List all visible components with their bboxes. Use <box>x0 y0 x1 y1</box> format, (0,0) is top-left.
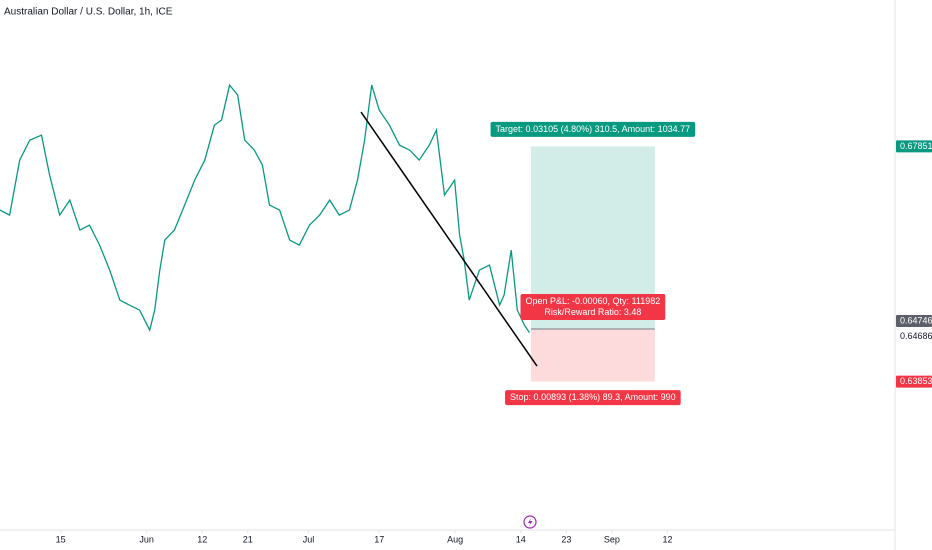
events-icon[interactable] <box>523 515 537 529</box>
price-label: 0.63853 <box>900 376 932 386</box>
x-tick-label: Aug <box>447 534 463 544</box>
pnl-label: Open P&L: -0.00060, Qty: 111982Risk/Rewa… <box>520 294 666 321</box>
x-tick-label: Jun <box>139 534 154 544</box>
x-tick-label: 15 <box>56 534 66 544</box>
x-tick-label: 21 <box>243 534 253 544</box>
events-bolt[interactable] <box>528 518 533 527</box>
price-label: 0.64686 <box>900 331 932 341</box>
loss-zone <box>530 329 655 382</box>
price-label-box <box>896 375 932 388</box>
trendline <box>360 111 538 367</box>
price-label-box <box>896 330 932 343</box>
x-tick-label: 17 <box>374 534 384 544</box>
price-label: 0.64746 <box>900 315 932 325</box>
target-label: Target: 0.03105 (4.80%) 310.5, Amount: 1… <box>490 121 696 137</box>
x-tick-label: 14 <box>516 534 526 544</box>
stop-label: Stop: 0.00893 (1.38%) 89.3, Amount: 990 <box>505 390 681 406</box>
stop-label-text: Stop: 0.00893 (1.38%) 89.3, Amount: 990 <box>510 392 676 402</box>
target-label-text: Target: 0.03105 (4.80%) 310.5, Amount: 1… <box>496 124 691 134</box>
stop-label-box <box>505 390 681 406</box>
x-tick-label: 12 <box>197 534 207 544</box>
x-tick-label: Jul <box>303 534 315 544</box>
pnl-label-text: Open P&L: -0.00060, Qty: 111982 <box>525 296 660 306</box>
target-label-box <box>490 121 696 137</box>
x-tick-label: 23 <box>561 534 571 544</box>
x-tick-label: 12 <box>662 534 672 544</box>
price-label-box <box>896 140 932 153</box>
pnl-label-box <box>520 294 666 321</box>
pnl-label-text: Risk/Reward Ratio: 3.48 <box>544 307 641 317</box>
x-tick-label: Sep <box>604 534 620 544</box>
price-label: 0.67851 <box>900 141 932 151</box>
chart-title: Australian Dollar / U.S. Dollar, 1h, ICE <box>4 7 173 18</box>
price-label-box <box>896 315 932 328</box>
price-line <box>0 83 530 333</box>
